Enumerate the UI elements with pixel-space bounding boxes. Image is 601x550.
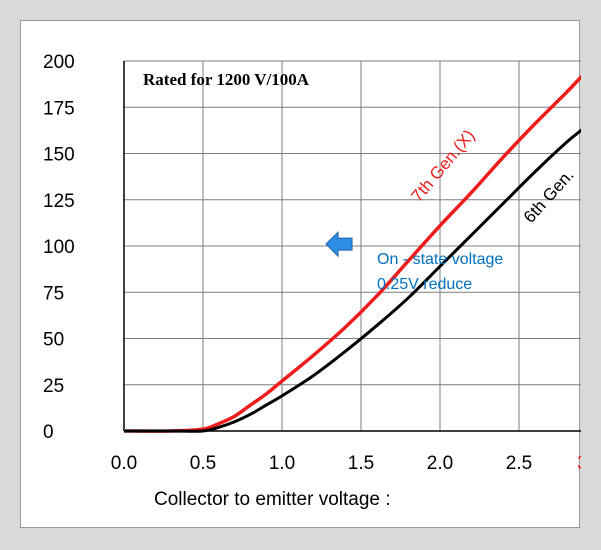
x-tick-label: 0.0: [111, 453, 137, 474]
y-tick-label: 200: [43, 52, 75, 73]
series-label-6th-gen: 6th Gen.: [520, 165, 578, 226]
y-tick-label: 100: [43, 237, 75, 258]
annotation: On - state voltage 0.25V reduce: [325, 230, 503, 293]
x-axis-label: Collector to emitter voltage :: [154, 489, 391, 510]
series-label-7th-gen: 7th Gen.(X): [408, 126, 479, 206]
x-tick-label: 2.0: [427, 453, 453, 474]
x-tick-label: 0.5: [190, 453, 216, 474]
y-tick-label: 0: [43, 422, 54, 443]
x-tick-labels: 0.0 0.5 1.0 1.5 2.0 2.5 3: [111, 453, 581, 474]
y-tick-labels: 0 25 50 75 100 125 150 175 200: [43, 52, 75, 443]
series-group: [123, 74, 581, 433]
y-tick-label: 175: [43, 98, 75, 119]
x-tick-label: 1.5: [348, 453, 374, 474]
x-tick-label: 3: [577, 453, 581, 474]
left-arrow-icon: [325, 230, 353, 258]
y-tick-label: 125: [43, 191, 75, 212]
x-tick-label: 1.0: [269, 453, 295, 474]
series-labels: 7th Gen.(X) 6th Gen.: [408, 126, 578, 227]
series-line-7th-gen: [123, 74, 581, 433]
x-tick-label: 2.5: [506, 453, 532, 474]
y-tick-label: 50: [43, 330, 64, 351]
chart: 0 25 50 75 100 125 150 175 200 0.0 0.5 1.0 1.5 2.0 2.…: [43, 52, 581, 510]
chart-frame: 0 25 50 75 100 125 150 175 200 0.0 0.5 1.0 1.5 2.0 2.…: [20, 20, 581, 528]
y-tick-label: 25: [43, 376, 64, 397]
series-line-6th-gen: [124, 128, 581, 433]
y-tick-label: 75: [43, 283, 64, 304]
annotation-line-2: 0.25V reduce: [377, 276, 472, 293]
y-tick-label: 150: [43, 145, 75, 166]
annotation-line-1: On - state voltage: [377, 251, 503, 268]
chart-title: Rated for 1200 V/100A: [143, 70, 310, 89]
